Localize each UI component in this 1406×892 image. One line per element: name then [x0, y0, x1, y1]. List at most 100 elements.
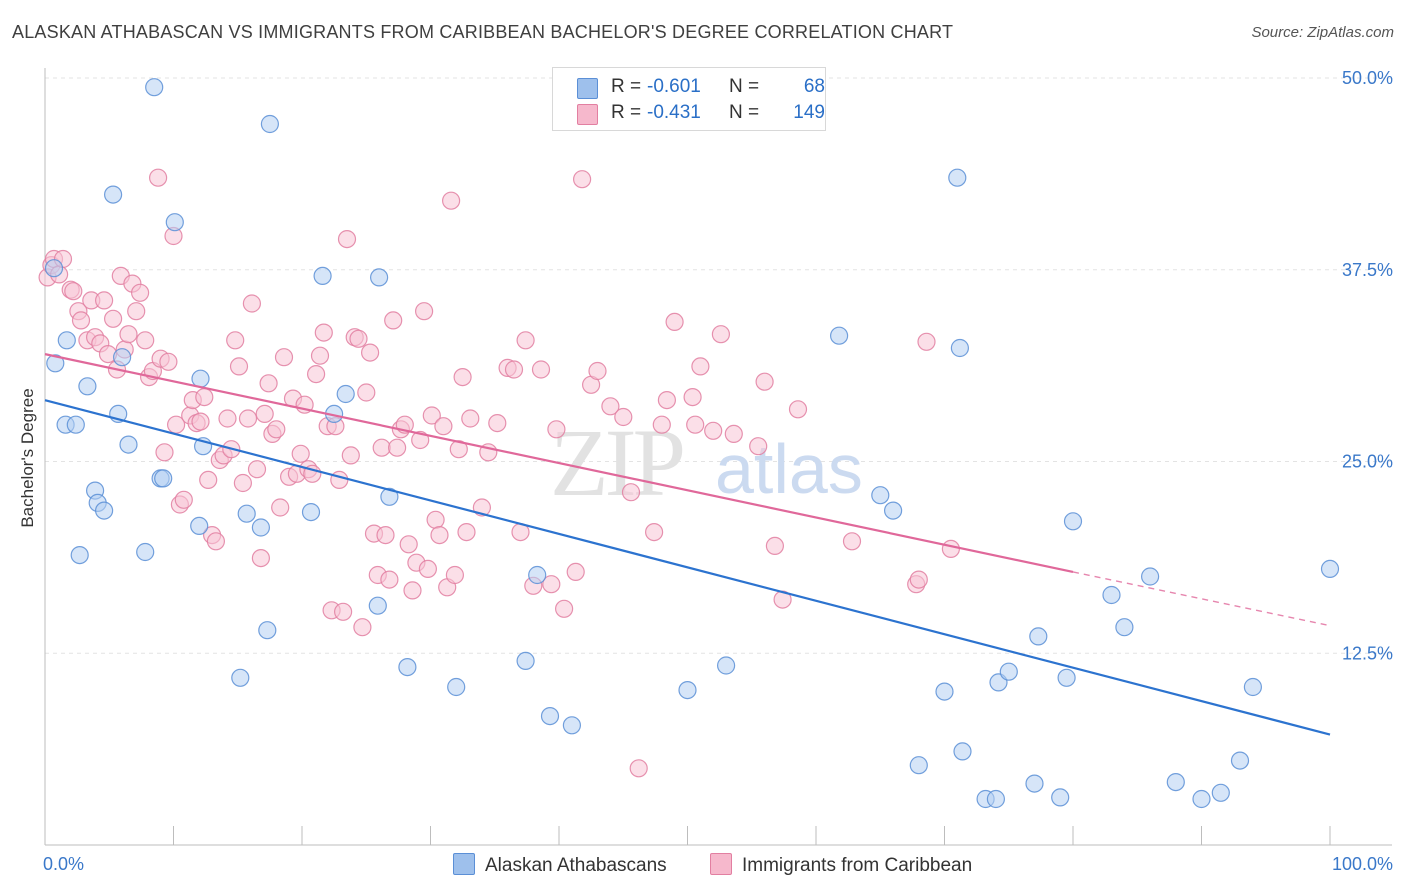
correlation-legend: R = -0.601 N = 68 R = -0.431 N = 149: [552, 67, 826, 131]
legend-r-label: R =: [611, 76, 642, 97]
data-point-athabascan: [398, 657, 417, 677]
x-tick-labels: 0.0% 100.0%: [43, 854, 1393, 874]
data-point-caribbean: [307, 365, 326, 384]
data-point-caribbean: [788, 400, 808, 419]
data-point-caribbean: [119, 325, 138, 344]
data-point-caribbean: [233, 473, 252, 493]
data-point-athabascan: [516, 651, 535, 671]
data-point-athabascan: [70, 545, 89, 565]
y-tick-labels: 12.5% 25.0% 37.5% 50.0%: [1342, 68, 1393, 663]
data-point-athabascan: [1140, 567, 1160, 586]
data-point-athabascan: [1211, 783, 1230, 802]
data-point-caribbean: [274, 348, 294, 367]
legend-swatch-caribbean: [577, 104, 598, 125]
data-point-athabascan: [1057, 668, 1076, 687]
data-point-caribbean: [724, 424, 743, 443]
data-point-caribbean: [665, 312, 684, 331]
data-point-caribbean: [103, 309, 123, 328]
data-point-caribbean: [330, 470, 349, 489]
data-point-athabascan: [237, 504, 256, 523]
data-point-caribbean: [349, 329, 368, 348]
data-point-caribbean: [238, 409, 258, 428]
data-point-caribbean: [765, 536, 785, 556]
data-point-caribbean: [657, 391, 677, 410]
data-point-athabascan: [94, 501, 114, 520]
data-point-athabascan: [1192, 789, 1211, 809]
data-point-caribbean: [442, 191, 461, 210]
data-point-athabascan: [1029, 627, 1048, 646]
data-point-caribbean: [251, 548, 270, 568]
data-point-caribbean: [191, 412, 210, 431]
data-point-athabascan: [260, 114, 279, 134]
data-point-caribbean: [614, 407, 633, 427]
bottom-legend-label-athabascan: Alaskan Athabascans: [485, 855, 667, 876]
chart-title: ALASKAN ATHABASCAN VS IMMIGRANTS FROM CA…: [12, 22, 954, 42]
data-point-athabascan: [46, 354, 65, 373]
data-point-athabascan: [829, 326, 849, 345]
data-point-caribbean: [644, 522, 664, 542]
data-point-caribbean: [704, 421, 723, 440]
legend-n-value: 149: [793, 102, 825, 123]
data-point-athabascan: [154, 469, 173, 488]
data-point-caribbean: [601, 397, 620, 416]
data-point-caribbean: [199, 470, 218, 489]
data-point-athabascan: [562, 716, 582, 735]
data-point-caribbean: [691, 357, 710, 376]
data-point-caribbean: [314, 323, 333, 342]
data-point-athabascan: [909, 756, 928, 775]
data-point-caribbean: [247, 460, 267, 479]
data-point-caribbean: [430, 525, 449, 545]
data-point-athabascan: [1243, 677, 1263, 697]
data-point-caribbean: [384, 311, 403, 330]
data-point-athabascan: [78, 377, 97, 396]
data-point-caribbean: [341, 446, 360, 465]
data-point-athabascan: [66, 415, 85, 434]
data-point-caribbean: [434, 417, 453, 436]
bottom-legend-caribbean: Immigrants from Caribbean: [710, 853, 972, 877]
data-point-athabascan: [370, 268, 389, 287]
y-tick-label: 12.5%: [1342, 643, 1393, 663]
x-tick-label: 100.0%: [1332, 854, 1393, 874]
data-point-athabascan: [145, 78, 164, 97]
data-point-athabascan: [57, 331, 76, 350]
data-point-caribbean: [155, 443, 174, 462]
data-point-caribbean: [242, 294, 261, 313]
trend-line-caribbean: [44, 353, 1074, 574]
data-point-caribbean: [226, 331, 245, 350]
data-point-athabascan: [368, 596, 387, 615]
data-point-caribbean: [542, 575, 561, 594]
data-point-caribbean: [255, 404, 274, 423]
legend-n-label: N =: [729, 76, 760, 97]
y-tick-label: 50.0%: [1342, 68, 1393, 88]
data-point-athabascan: [136, 542, 155, 562]
data-point-caribbean: [337, 230, 357, 249]
data-point-caribbean: [376, 525, 395, 545]
y-tick-label: 25.0%: [1342, 452, 1393, 472]
data-point-athabascan: [336, 384, 355, 404]
bottom-legend-label-caribbean: Immigrants from Caribbean: [742, 855, 973, 876]
data-point-athabascan: [380, 487, 399, 506]
data-point-athabascan: [953, 742, 972, 761]
data-point-caribbean: [415, 302, 434, 321]
data-point-caribbean: [174, 490, 193, 509]
data-point-athabascan: [871, 486, 890, 505]
data-point-caribbean: [131, 283, 150, 302]
legend-r-label: R =: [611, 102, 642, 123]
data-point-caribbean: [422, 406, 441, 425]
data-point-caribbean: [136, 331, 155, 350]
data-point-caribbean: [588, 361, 607, 381]
data-point-athabascan: [935, 682, 954, 701]
data-point-caribbean: [267, 420, 286, 439]
data-point-caribbean: [94, 291, 114, 310]
data-point-caribbean: [259, 374, 278, 393]
data-point-caribbean: [711, 325, 731, 344]
data-point-caribbean: [334, 602, 353, 621]
bottom-legend-swatch-caribbean: [710, 853, 732, 875]
data-point-athabascan: [540, 706, 560, 726]
data-point-caribbean: [218, 409, 237, 428]
data-point-caribbean: [621, 483, 641, 502]
data-point-caribbean: [572, 170, 592, 189]
legend-r-value: -0.601: [647, 76, 701, 97]
data-point-athabascan: [447, 677, 466, 697]
data-point-caribbean: [206, 532, 225, 551]
